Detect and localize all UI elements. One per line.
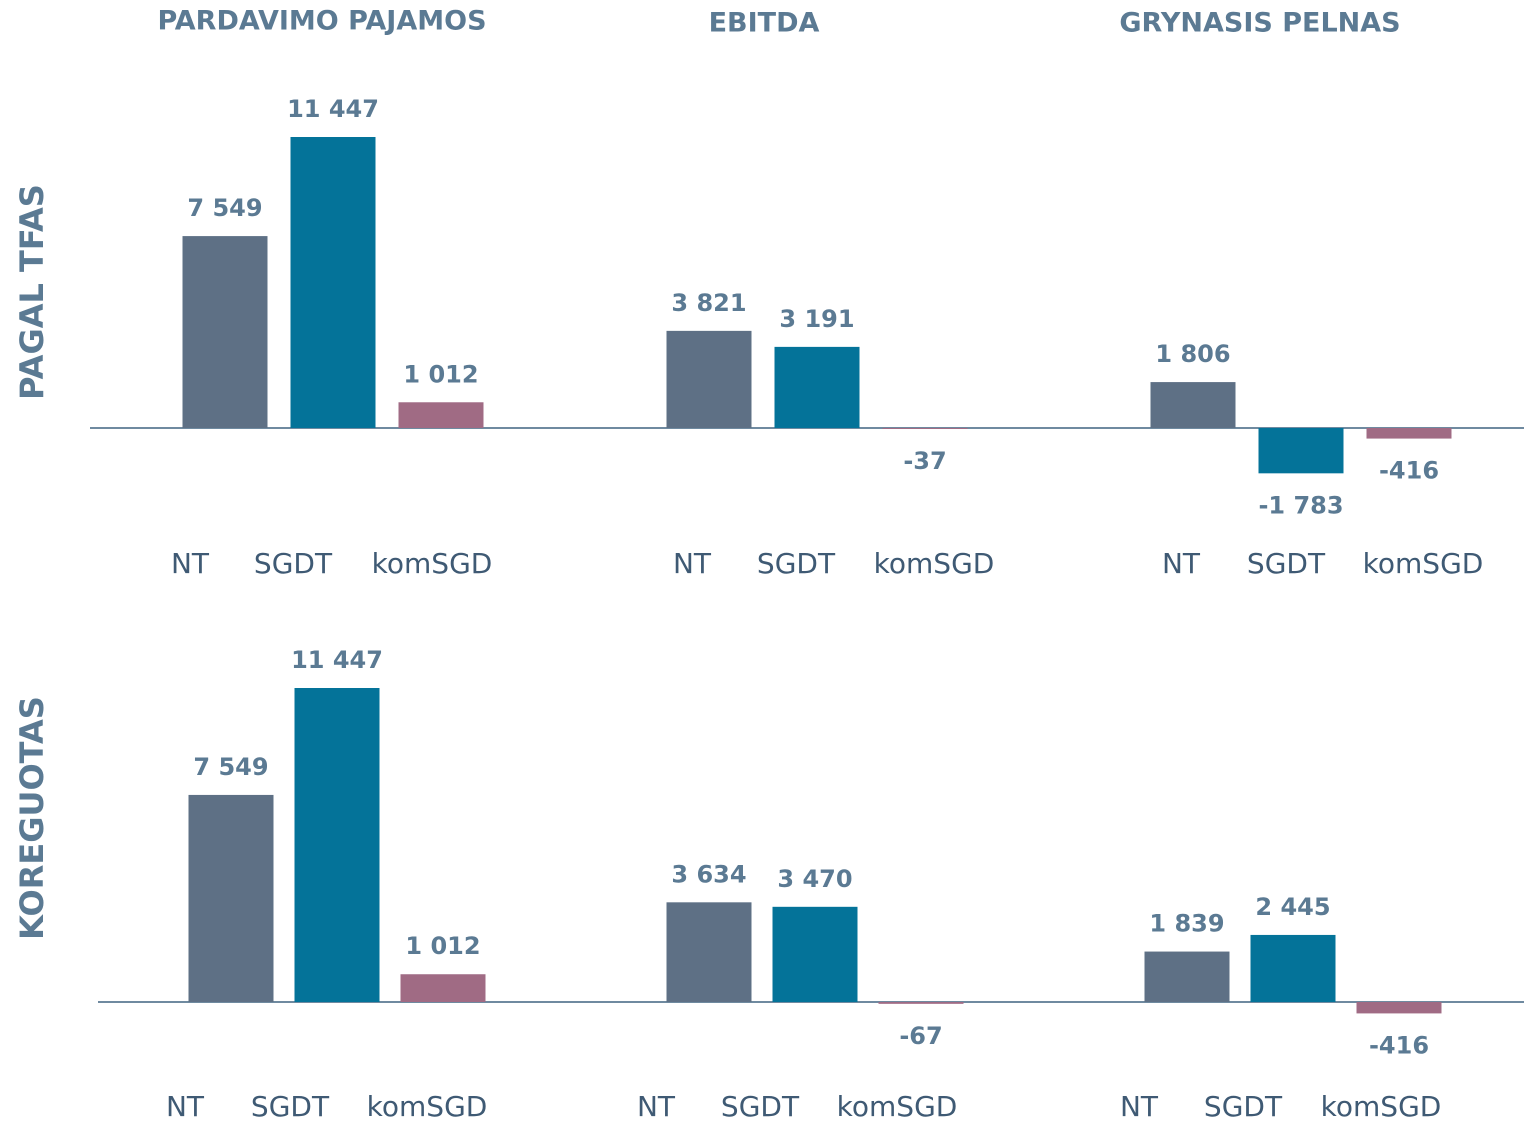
bar <box>774 346 860 428</box>
value-label: 1 012 <box>403 360 478 388</box>
category-label: komSGD <box>1321 1090 1442 1123</box>
bar <box>1144 951 1230 1002</box>
value-label: 3 191 <box>779 305 854 333</box>
value-label: 3 634 <box>671 860 746 888</box>
category-label: komSGD <box>874 547 995 580</box>
row-title: KOREGUOTAS <box>13 696 51 940</box>
bar <box>1366 428 1452 439</box>
bar <box>1356 1002 1442 1014</box>
value-label: -67 <box>899 1022 942 1050</box>
value-label: 11 447 <box>291 646 383 674</box>
column-title: GRYNASIS PELNAS <box>1119 8 1400 39</box>
value-label: 7 549 <box>193 753 268 781</box>
category-label: SGDT <box>1247 547 1326 580</box>
bar <box>188 794 274 1002</box>
bar <box>400 974 486 1002</box>
category-label: komSGD <box>1363 547 1484 580</box>
bar <box>666 902 752 1002</box>
column-title: EBITDA <box>709 8 820 39</box>
bar <box>1150 382 1236 428</box>
category-label: SGDT <box>757 547 836 580</box>
category-label: NT <box>637 1090 676 1123</box>
bar <box>290 137 376 428</box>
value-label: -37 <box>903 447 946 475</box>
value-label: 7 549 <box>187 194 262 222</box>
bar <box>1250 934 1336 1002</box>
value-label: -1 783 <box>1258 491 1343 519</box>
value-label: 2 445 <box>1255 893 1330 921</box>
bar <box>666 330 752 428</box>
category-label: komSGD <box>367 1090 488 1123</box>
bar <box>182 236 268 428</box>
category-label: SGDT <box>254 547 333 580</box>
category-label: SGDT <box>721 1090 800 1123</box>
value-label: -416 <box>1369 1031 1429 1059</box>
value-label: 3 821 <box>671 289 746 317</box>
category-label: NT <box>171 547 210 580</box>
bar <box>294 688 380 1002</box>
category-label: komSGD <box>372 547 493 580</box>
bar <box>878 1002 964 1004</box>
value-label: 3 470 <box>777 865 852 893</box>
bar <box>882 428 968 429</box>
value-label: 1 806 <box>1155 340 1230 368</box>
value-label: 1 012 <box>405 932 480 960</box>
value-label: -416 <box>1379 457 1439 485</box>
category-label: SGDT <box>1204 1090 1283 1123</box>
bar <box>1258 428 1344 474</box>
column-title: PARDAVIMO PAJAMOS <box>157 6 486 37</box>
category-label: NT <box>1120 1090 1159 1123</box>
bar <box>398 402 484 428</box>
category-label: NT <box>1162 547 1201 580</box>
category-label: NT <box>673 547 712 580</box>
category-label: NT <box>166 1090 205 1123</box>
bar <box>772 906 858 1002</box>
row-title: PAGAL TFAS <box>13 184 51 400</box>
category-label: komSGD <box>837 1090 958 1123</box>
value-label: 11 447 <box>287 95 379 123</box>
value-label: 1 839 <box>1149 910 1224 938</box>
category-label: SGDT <box>251 1090 330 1123</box>
